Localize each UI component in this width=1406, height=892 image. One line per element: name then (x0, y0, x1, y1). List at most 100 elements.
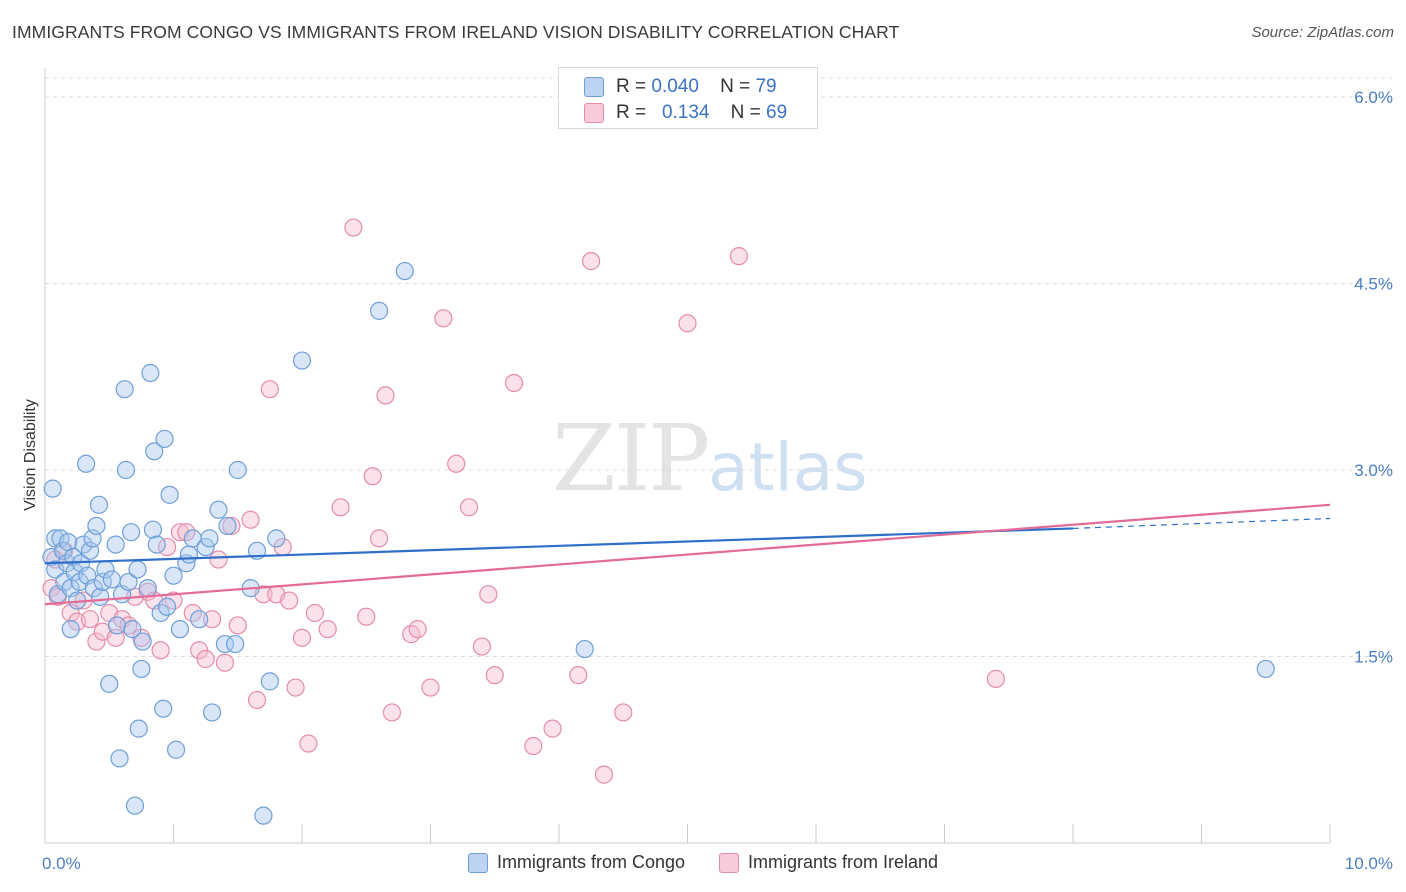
ireland-point (594, 765, 614, 784)
chart-title: IMMIGRANTS FROM CONGO VS IMMIGRANTS FROM… (12, 22, 900, 42)
legend-item-congo[interactable]: Immigrants from Congo (467, 852, 685, 873)
ireland-point (504, 373, 524, 393)
ireland-point (614, 703, 633, 722)
ireland-point (222, 516, 241, 536)
congo-point (141, 363, 160, 383)
congo-point (190, 610, 209, 629)
congo-point (61, 620, 80, 639)
ireland-point (357, 607, 376, 626)
congo-point (218, 516, 237, 536)
congo-point (143, 520, 163, 539)
congo-point (132, 659, 151, 679)
congo-point (138, 579, 157, 598)
ireland-point (286, 678, 305, 697)
correlation-legend: R = 0.040 N = 79 R = 0.134 N = 69 (558, 67, 818, 129)
ireland-points (42, 218, 1006, 784)
congo-point (155, 429, 174, 449)
ireland-point (241, 510, 260, 529)
legend-r-value: 0.040 (651, 76, 699, 97)
x-tick-label: 0.0% (42, 854, 81, 873)
congo-point (160, 485, 179, 504)
congo-point (43, 479, 62, 498)
ireland-point (434, 309, 453, 328)
ireland-point (228, 616, 247, 635)
ireland-point (292, 628, 312, 647)
ireland-point (215, 653, 234, 672)
congo-point (215, 634, 234, 654)
watermark-atlas: atlas (708, 429, 868, 506)
y-tick-label: 6.0% (1354, 88, 1393, 107)
legend-n-value: 79 (755, 76, 777, 97)
ireland-point (363, 467, 382, 486)
legend-r-label: R = (616, 102, 647, 123)
y-tick-label: 3.0% (1354, 461, 1393, 480)
source-label: Source: ZipAtlas.com (1251, 24, 1394, 41)
congo-point (1256, 659, 1275, 679)
congo-point (202, 703, 222, 722)
congo-point (370, 301, 389, 320)
ireland-point (582, 252, 601, 271)
congo-point (100, 674, 119, 693)
congo-point (129, 719, 148, 738)
congo-point (116, 460, 136, 480)
ireland-point (202, 610, 222, 629)
legend-item-ireland[interactable]: Immigrants from Ireland (719, 852, 938, 873)
legend-n-value: 69 (766, 102, 788, 123)
y-axis-label: Vision Disability (22, 399, 39, 511)
ireland-point (247, 690, 267, 710)
ireland-point (376, 386, 395, 405)
ireland-point (80, 610, 100, 629)
congo-point (395, 261, 414, 281)
ireland-point (421, 678, 440, 697)
ireland-point (447, 454, 466, 473)
congo-point (102, 570, 121, 589)
congo-point (115, 380, 134, 399)
congo-point (123, 620, 142, 639)
y-tick-label: 1.5% (1354, 648, 1393, 667)
congo-points (42, 261, 1275, 825)
ireland-point (472, 637, 491, 656)
congo-point (170, 620, 190, 639)
ireland-point (260, 380, 279, 399)
congo-point (164, 566, 183, 585)
congo-point (110, 749, 129, 768)
ireland-point (729, 247, 749, 266)
ireland-point (986, 669, 1006, 688)
ireland-point (408, 620, 427, 639)
ireland-trend-line (44, 503, 1331, 606)
ireland-point (485, 666, 504, 685)
legend-swatch-congo (467, 852, 488, 873)
congo-point (125, 796, 145, 815)
congo-point (121, 523, 141, 542)
legend-swatch-ireland (584, 103, 604, 123)
legend-label-congo: Immigrants from Congo (496, 852, 685, 872)
ireland-point (299, 734, 318, 753)
ireland-point (196, 649, 215, 669)
congo-point (147, 535, 166, 554)
ireland-point (479, 585, 498, 604)
congo-point (228, 460, 247, 480)
ireland-point (344, 218, 363, 237)
axis-labels: 1.5% 3.0% 4.5% 6.0% 0.0% 10.0% Vision Disabili… (22, 88, 1393, 873)
congo-point (209, 500, 228, 519)
x-tick-label: 10.0% (1345, 854, 1393, 873)
congo-point (87, 516, 106, 536)
legend-row-congo: R = 0.040 N = 79 (584, 75, 777, 99)
ireland-point (87, 632, 106, 651)
congo-point (154, 699, 173, 718)
ireland-point (318, 620, 337, 639)
congo-point (292, 351, 312, 370)
congo-point (107, 616, 127, 635)
ireland-point (543, 719, 562, 738)
legend-label-ireland: Immigrants from Ireland (748, 852, 939, 872)
legend-swatch-ireland (719, 852, 739, 873)
congo-point (226, 634, 245, 654)
ireland-point (569, 666, 588, 685)
series-legend: Immigrants from Congo Immigrants from Ir… (0, 852, 1406, 873)
congo-point (106, 535, 125, 554)
congo-point (89, 495, 109, 514)
congo-point (267, 529, 286, 548)
congo-point (128, 560, 147, 579)
ireland-point (678, 314, 697, 333)
